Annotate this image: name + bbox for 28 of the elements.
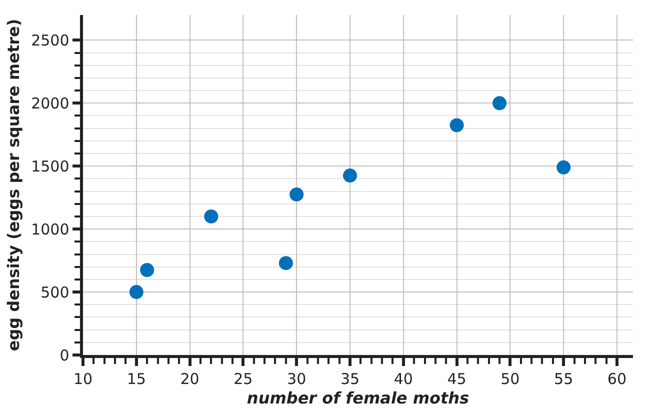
x-tick-label: 10 [73, 370, 93, 388]
y-tick-label: 0 [60, 346, 70, 364]
point [290, 187, 304, 202]
x-tick-label: 30 [287, 370, 306, 388]
point [204, 209, 218, 224]
x-axis-title: number of female moths [246, 388, 470, 408]
point [492, 96, 506, 110]
x-tick-label: 55 [554, 370, 574, 388]
x-tick-label: 40 [394, 370, 413, 388]
y-tick-label: 500 [40, 283, 70, 302]
y-tick-label: 2000 [31, 94, 70, 112]
x-tick-label: 45 [447, 370, 466, 388]
point [278, 256, 293, 270]
point [140, 263, 154, 277]
x-tick-label: 20 [180, 370, 200, 388]
point [556, 160, 571, 174]
x-tick-label: 15 [126, 370, 146, 388]
point [450, 118, 464, 132]
y-tick-label: 1500 [31, 157, 70, 176]
x-tick-label: 60 [607, 370, 627, 388]
x-tick-label: 50 [500, 370, 520, 388]
x-tick-label: 35 [340, 370, 360, 388]
point [342, 168, 357, 183]
y-axis-title: egg density (eggs per square metre) [4, 18, 23, 352]
y-tick-label: 2500 [31, 31, 70, 50]
x-tick-label: 25 [234, 370, 253, 388]
point [129, 285, 144, 300]
y-tick-label: 1000 [31, 220, 70, 238]
